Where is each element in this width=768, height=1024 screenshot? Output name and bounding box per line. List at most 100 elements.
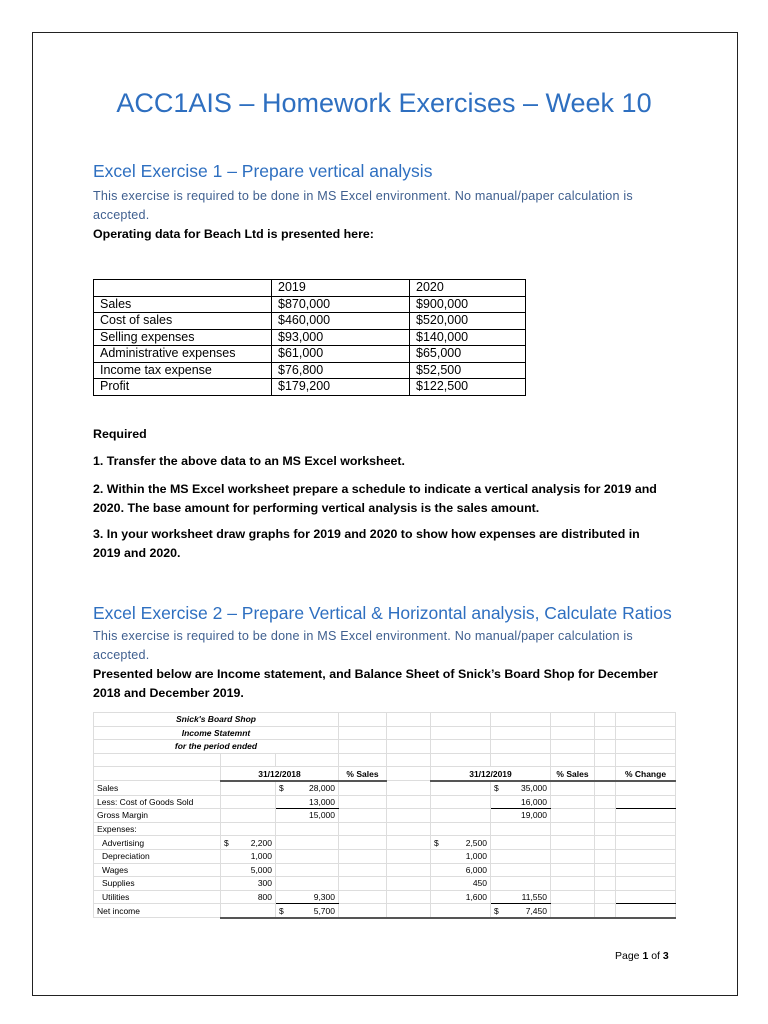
sheet-row: Less: Cost of Goods Sold 13,000 16,000: [93, 794, 676, 810]
sheet-cell: [615, 835, 676, 850]
sheet-cell: [386, 876, 431, 891]
sheet-cell: [430, 794, 491, 810]
row-label: Utilities: [93, 889, 221, 905]
row-label: Gross Margin: [93, 808, 221, 823]
exercise-2-note: This exercise is required to be done in …: [93, 629, 633, 662]
sheet-cell: [490, 876, 551, 891]
table-cell: Income tax expense: [93, 361, 272, 379]
sheet-blank-row: [93, 752, 676, 768]
exercise-1-intro: Operating data for Beach Ltd is presente…: [93, 227, 374, 241]
sheet-cell: [550, 889, 595, 905]
sheet-cell: $5,700: [275, 903, 339, 919]
sheet-cell: 1,600: [430, 889, 491, 905]
sheet-cell: [615, 876, 676, 891]
table-row: Cost of sales $460,000 $520,000: [93, 312, 526, 330]
sheet-cell: $7,450: [490, 903, 551, 919]
sheet-cell: [594, 862, 616, 878]
sheet-cell: [594, 725, 616, 741]
required-label: Required: [93, 427, 147, 441]
sheet-cell: [220, 780, 276, 796]
of-label: of: [651, 950, 660, 962]
table-row: Sales $870,000 $900,000: [93, 295, 526, 313]
sheet-cell: [615, 780, 676, 796]
sheet-title: Snick's Board Shop: [93, 712, 339, 727]
table-header-row: 2019 2020: [93, 279, 526, 297]
table-cell: Selling expenses: [93, 328, 272, 346]
page-number: Page 1 of 3: [615, 950, 669, 962]
sheet-cell: [490, 712, 551, 727]
sheet-cell: [386, 903, 431, 919]
table-cell: 2019: [271, 279, 410, 297]
sheet-cell: 5,000: [220, 862, 276, 878]
amount: 2,500: [465, 837, 487, 848]
sheet-cell: [550, 848, 595, 864]
table-cell: $52,500: [409, 361, 526, 379]
total-pages: 3: [662, 950, 669, 962]
sheet-header-row: 31/12/2018% Sales 31/12/2019% Sales% Chan…: [93, 766, 676, 782]
sheet-cell: [275, 821, 339, 837]
sheet-cell: [386, 821, 431, 837]
sheet-cell: [550, 725, 595, 741]
dollar-sign: $: [279, 905, 284, 916]
sheet-cell: [386, 889, 431, 905]
sheet-cell: [594, 739, 616, 754]
sheet-cell: [386, 739, 431, 754]
sheet-cell: 19,000: [490, 808, 551, 823]
sheet-cell: [430, 821, 491, 837]
sheet-cell: [550, 780, 595, 796]
header-pct-sales-2018: % Sales: [338, 766, 387, 782]
required-item-3: 3. In your worksheet draw graphs for 201…: [93, 527, 640, 560]
sheet-cell: [594, 794, 616, 810]
sheet-cell: [338, 876, 387, 891]
table-cell: $870,000: [271, 295, 410, 313]
sheet-cell: [220, 808, 276, 823]
row-label: Wages: [93, 862, 221, 878]
table-cell: $61,000: [271, 345, 410, 363]
sheet-cell: [490, 752, 551, 768]
sheet-cell: [338, 835, 387, 850]
dollar-sign: $: [494, 905, 499, 916]
sheet-cell: [386, 766, 431, 782]
income-statement-sheet: Snick's Board Shop Income Statemnt for the…: [93, 712, 676, 919]
table-cell: $900,000: [409, 295, 526, 313]
header-pct-sales-2019: % Sales: [550, 766, 595, 782]
sheet-cell: [430, 780, 491, 796]
sheet-cell: [275, 848, 339, 864]
exercise-1-heading: Excel Exercise 1 – Prepare vertical anal…: [93, 161, 433, 181]
row-label: Depreciation: [93, 848, 221, 864]
sheet-cell: [615, 752, 676, 768]
row-label: Advertising: [93, 835, 221, 850]
sheet-cell: [386, 725, 431, 741]
table-cell: Sales: [93, 295, 272, 313]
sheet-cell: [490, 848, 551, 864]
row-label: Net income: [93, 903, 221, 919]
sheet-cell: [338, 821, 387, 837]
sheet-row: Depreciation 1,000 1,000: [93, 848, 676, 864]
header-date-2019: 31/12/2019: [430, 766, 551, 782]
sheet-cell: [550, 712, 595, 727]
page-border: [32, 32, 738, 996]
sheet-cell: [338, 848, 387, 864]
table-cell: $520,000: [409, 312, 526, 330]
sheet-cell: [430, 712, 491, 727]
sheet-cell: [594, 835, 616, 850]
document-title: ACC1AIS – Homework Exercises – Week 10: [116, 88, 652, 118]
table-cell: Administrative expenses: [93, 345, 272, 363]
sheet-cell: [490, 835, 551, 850]
exercise-1-note: This exercise is required to be done in …: [93, 189, 633, 222]
sheet-cell: [338, 739, 387, 754]
table-row: Administrative expenses $61,000 $65,000: [93, 345, 526, 363]
sheet-cell: $2,500: [430, 835, 491, 850]
sheet-cell: [386, 835, 431, 850]
sheet-title-row: Income Statemnt: [93, 725, 676, 741]
sheet-row: Wages 5,000 6,000: [93, 862, 676, 878]
sheet-cell: [615, 848, 676, 864]
sheet-cell: [386, 780, 431, 796]
sheet-cell: [615, 794, 676, 810]
sheet-cell: [594, 712, 616, 727]
sheet-cell: [615, 739, 676, 754]
sheet-title-row: for the period ended: [93, 739, 676, 754]
sheet-cell: [594, 889, 616, 905]
sheet-cell: 6,000: [430, 862, 491, 878]
sheet-cell: [220, 821, 276, 837]
